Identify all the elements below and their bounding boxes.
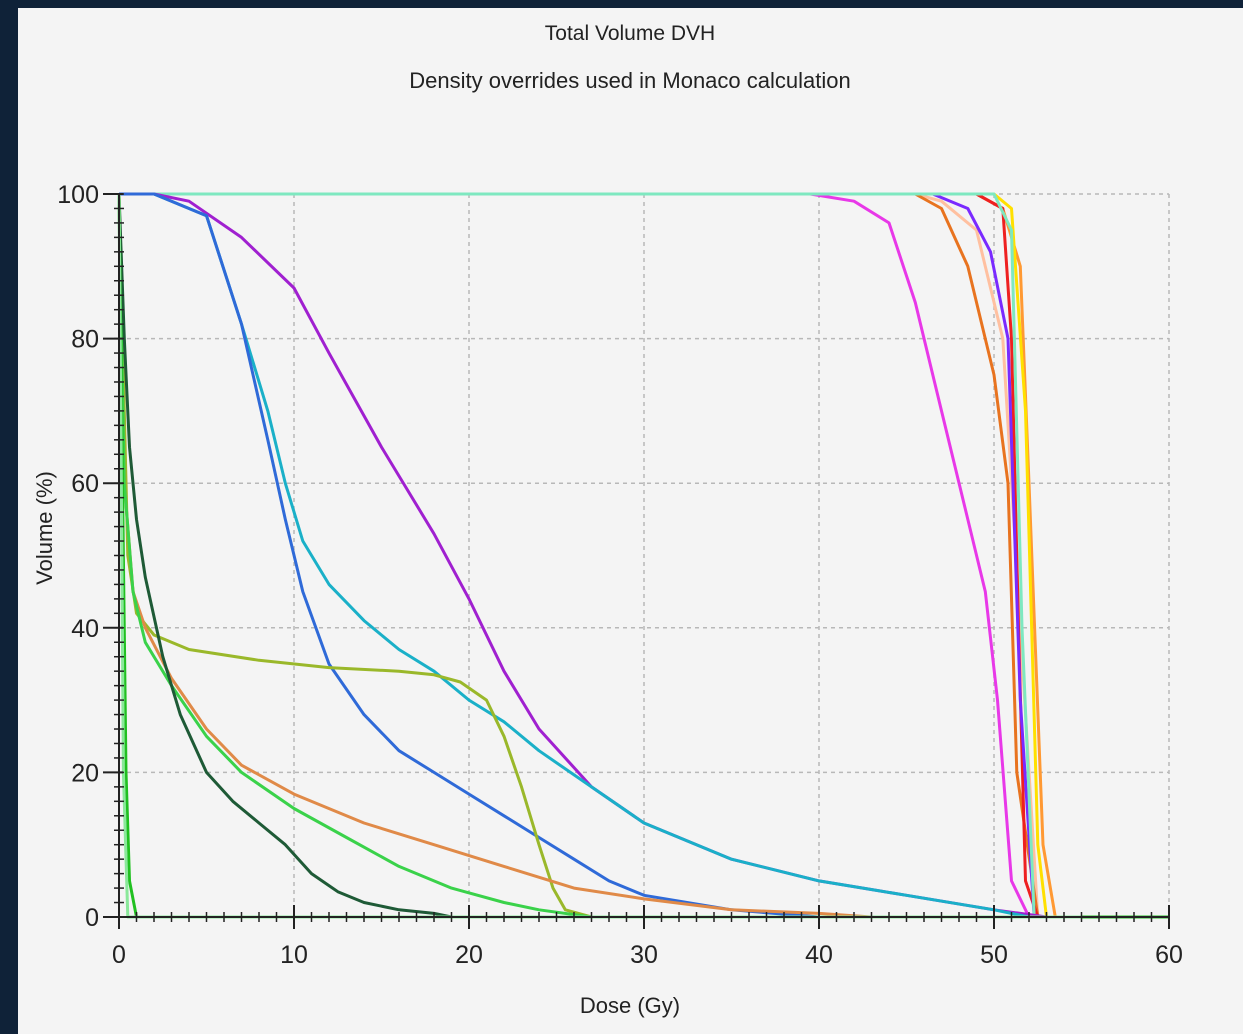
x-axis-label: Dose (Gy) xyxy=(580,993,680,1018)
y-axis-label: Volume (%) xyxy=(32,471,57,585)
x-tick-label-10: 10 xyxy=(280,941,308,969)
series-line-9 xyxy=(119,192,1047,919)
series-line-7 xyxy=(119,192,1048,918)
series-line-4 xyxy=(119,192,1040,918)
series-line-15 xyxy=(117,193,452,919)
series-line-10 xyxy=(119,192,1030,919)
series-line-11 xyxy=(119,192,820,919)
x-tick-label-0: 0 xyxy=(112,941,126,969)
series-line-8 xyxy=(119,192,1036,918)
series-line-1 xyxy=(119,192,1040,918)
x-tick-label-60: 60 xyxy=(1155,941,1183,969)
y-tick-label-20: 20 xyxy=(71,759,99,787)
series-line-14 xyxy=(117,193,592,919)
x-tick-label-40: 40 xyxy=(805,941,833,969)
y-tick-label-80: 80 xyxy=(71,326,99,354)
series-line-5 xyxy=(119,192,1036,918)
series-line-17 xyxy=(117,193,1082,919)
series-line-3 xyxy=(119,192,1040,918)
chart-panel: Total Volume DVH Density overrides used … xyxy=(18,8,1243,1034)
grid xyxy=(119,193,1170,917)
y-tick-label-40: 40 xyxy=(71,615,99,643)
chart-subtitle: Density overrides used in Monaco calcula… xyxy=(409,68,850,93)
chart-title: Total Volume DVH xyxy=(545,22,715,45)
x-tick-label-50: 50 xyxy=(980,941,1008,969)
dvh-chart: Total Volume DVH Density overrides used … xyxy=(32,22,1183,1018)
x-tick-label-20: 20 xyxy=(455,941,483,969)
series-line-12 xyxy=(117,193,592,919)
series-line-13 xyxy=(117,193,872,919)
series-line-6 xyxy=(119,192,1031,918)
y-tick-label-60: 60 xyxy=(71,470,99,498)
y-tick-label-100: 100 xyxy=(57,181,99,209)
y-tick-label-0: 0 xyxy=(85,904,99,932)
x-tick-label-30: 30 xyxy=(630,941,658,969)
axes: 0 10 20 30 40 50 60 0 20 40 60 80 100 xyxy=(57,181,1183,969)
